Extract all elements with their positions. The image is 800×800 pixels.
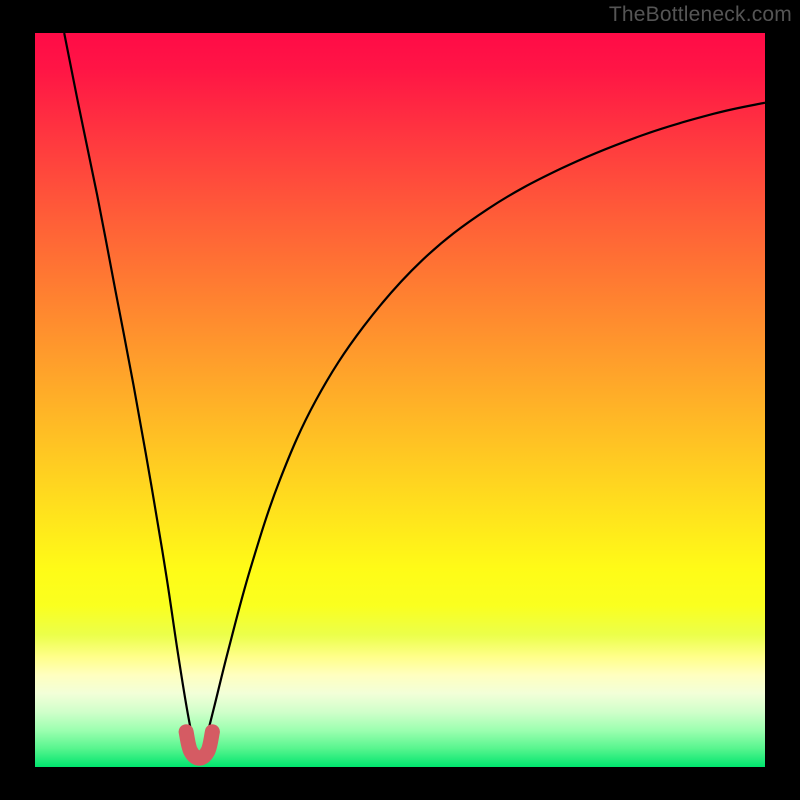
chart-background: [35, 33, 765, 767]
chart-plot-area: [35, 33, 765, 767]
watermark-text: TheBottleneck.com: [609, 3, 792, 27]
chart-svg: [35, 33, 765, 767]
